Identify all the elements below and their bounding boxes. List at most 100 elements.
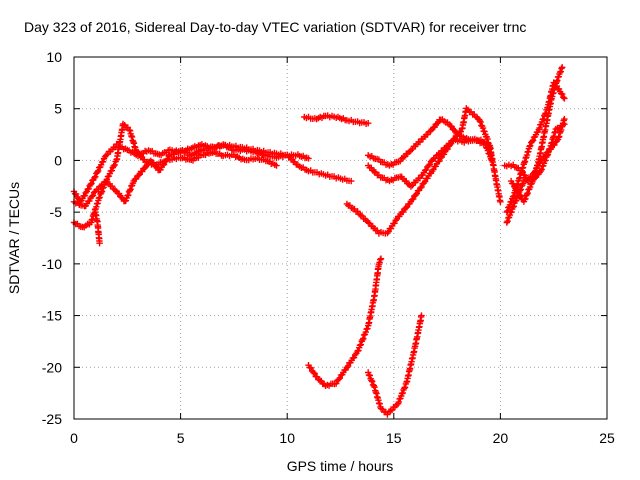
- data-point: [335, 376, 342, 383]
- plot-frame: [73, 56, 608, 420]
- data-point: [108, 167, 115, 174]
- series-arc-12: [503, 115, 568, 226]
- series-arc-5: [301, 112, 372, 127]
- data-point: [561, 95, 568, 102]
- data-point: [98, 188, 106, 195]
- y-tick-label: -15: [42, 308, 62, 324]
- data-point: [418, 312, 425, 319]
- series-arc-1: [70, 140, 312, 205]
- data-point: [364, 325, 371, 332]
- data-point: [561, 121, 568, 128]
- data-point: [433, 120, 441, 127]
- y-tick-label: 0: [54, 152, 62, 168]
- data-point: [88, 180, 95, 187]
- series-arc-6: [343, 136, 496, 237]
- data-point: [540, 115, 547, 123]
- x-tick-label: 20: [493, 430, 509, 446]
- data-point: [488, 157, 496, 164]
- data-point: [87, 181, 94, 188]
- data-point: [362, 328, 369, 336]
- data-point: [402, 204, 409, 212]
- y-tick-labels: -25 -20 -15 -10 -5 0 5 10: [42, 49, 62, 427]
- x-tick-label: 10: [279, 430, 295, 446]
- data-point: [377, 255, 385, 262]
- data-point: [559, 90, 566, 98]
- data-point: [81, 192, 88, 199]
- data-point: [310, 369, 317, 376]
- data-point: [160, 161, 168, 168]
- data-point: [95, 167, 102, 175]
- series-arc-10: [365, 312, 425, 418]
- data-point: [94, 169, 101, 176]
- data-point: [544, 151, 552, 158]
- data-point: [94, 200, 101, 207]
- data-point: [360, 335, 367, 342]
- y-tick-label: 10: [46, 49, 62, 65]
- data-point: [350, 354, 358, 361]
- data-point: [85, 185, 92, 192]
- x-tick-label: 5: [177, 430, 185, 446]
- data-point: [550, 79, 557, 86]
- data-point: [385, 228, 392, 235]
- data-point: [538, 166, 545, 173]
- data-point: [403, 203, 411, 211]
- data-point: [307, 364, 315, 372]
- data-point: [135, 149, 142, 156]
- data-point: [477, 118, 484, 126]
- data-point: [457, 128, 464, 135]
- data-point: [391, 220, 398, 227]
- data-point: [150, 159, 157, 166]
- data-point: [365, 120, 372, 127]
- data-point: [98, 189, 105, 196]
- data-point: [164, 156, 171, 163]
- data-point: [139, 168, 146, 175]
- data-point: [135, 172, 142, 179]
- data-point: [413, 190, 420, 197]
- data-point: [366, 372, 373, 379]
- data-point: [115, 190, 123, 197]
- data-point: [163, 157, 170, 164]
- data-point: [357, 211, 364, 219]
- data-point: [96, 240, 103, 247]
- data-point: [110, 162, 117, 170]
- data-point: [127, 186, 134, 193]
- y-axis-label: SDTVAR / TECUs: [6, 182, 22, 294]
- grid-lines: [74, 57, 607, 419]
- data-point: [529, 137, 537, 144]
- series-arc-13: [503, 79, 568, 216]
- chart-title: Day 323 of 2016, Sidereal Day-to-day VTE…: [24, 19, 526, 35]
- data-point: [92, 173, 99, 180]
- data-point: [503, 219, 510, 226]
- data-point: [514, 187, 521, 194]
- x-tick-label: 15: [386, 430, 402, 446]
- series-arc-3: [70, 141, 355, 210]
- data-point: [82, 189, 89, 196]
- data-point: [392, 217, 399, 224]
- data-point: [522, 195, 529, 202]
- data-point: [524, 189, 531, 197]
- data-point: [359, 336, 366, 343]
- data-point: [541, 111, 549, 118]
- data-point: [503, 208, 510, 216]
- y-tick-label: -5: [50, 204, 63, 220]
- data-point: [141, 164, 148, 172]
- data-point: [395, 398, 402, 406]
- data-marks: [70, 64, 568, 418]
- data-point: [560, 94, 567, 101]
- data-point: [137, 152, 144, 159]
- data-point: [410, 195, 417, 203]
- y-tick-label: -25: [42, 411, 62, 427]
- axis-ticks: [73, 56, 608, 420]
- data-point: [336, 375, 343, 382]
- data-point: [436, 158, 443, 165]
- data-point: [273, 162, 280, 169]
- data-point: [111, 161, 118, 169]
- data-point: [527, 142, 534, 149]
- x-tick-label: 0: [70, 430, 78, 446]
- data-point: [509, 193, 517, 200]
- data-point: [517, 192, 524, 200]
- y-tick-label: -20: [42, 359, 62, 375]
- data-point: [368, 377, 375, 384]
- data-point: [426, 161, 433, 168]
